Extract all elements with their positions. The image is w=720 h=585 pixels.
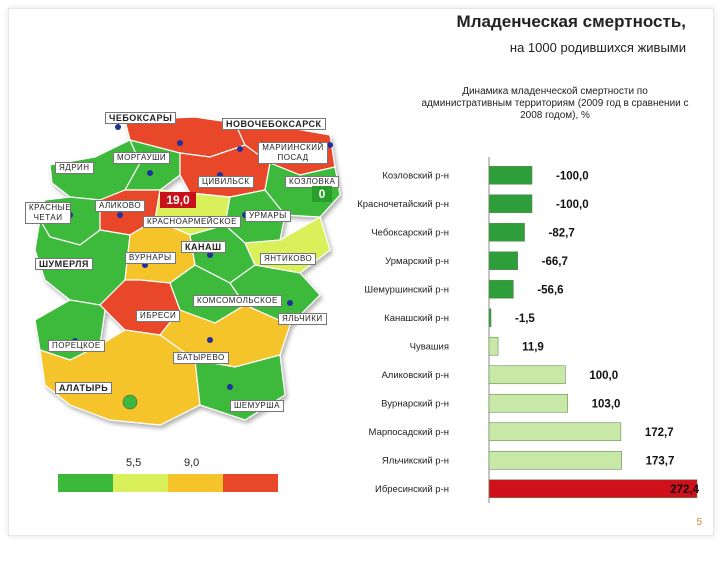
chart-bar: [488, 165, 533, 185]
legend-value-high: 9,0: [184, 457, 200, 469]
legend-swatch-1: [58, 474, 113, 492]
slide-subtitle: на 1000 родившихся живыми: [509, 40, 686, 55]
slide-frame: [8, 8, 714, 536]
legend-swatch-4: [223, 474, 278, 492]
kozlovka-value-badge: 0: [312, 186, 332, 202]
label-batyrevo: БАТЫРЕВО: [173, 352, 229, 364]
chart-value-label: 272,4: [670, 484, 699, 496]
label-shumerlya: ШУМЕРЛЯ: [35, 258, 93, 270]
chart-category-label: Канашский р-н: [384, 313, 449, 324]
chart-value-label: 100,0: [589, 370, 618, 382]
chart-value-label: -56,6: [537, 284, 563, 296]
chart-bar: [488, 251, 518, 271]
bar-chart: Козловский р-н -100,0 Красночетайский р-н -…: [357, 157, 700, 503]
chart-value-label: 103,0: [592, 398, 621, 410]
chart-value-label: 11,9: [522, 341, 544, 353]
slide-title: Младенческая смертность,: [456, 12, 686, 31]
tsivilsk-value-badge: 19,0: [160, 192, 196, 208]
label-vurnary: ВУРНАРЫ: [125, 252, 176, 264]
chart-bar: [488, 222, 525, 242]
slide: Младенческая смертность, на 1000 родивши…: [8, 8, 714, 536]
chart-value-label: -66,7: [542, 256, 568, 268]
chart-bar: [488, 365, 566, 385]
alatyr-city-marker: [122, 394, 138, 410]
chart-value-label: -100,0: [556, 170, 589, 182]
chart-category-label: Козловский р-н: [382, 170, 449, 181]
chart-category-label: Шемуршинский р-н: [364, 284, 449, 295]
legend-value-low: 5,5: [126, 457, 142, 469]
label-yalchiki: ЯЛЬЧИКИ: [278, 313, 327, 325]
label-krasnye-chetai: КРАСНЫЕ ЧЕТАИ: [25, 202, 71, 224]
label-yadrin: ЯДРИН: [55, 162, 94, 174]
chart-value-label: -100,0: [556, 199, 589, 211]
chart-category-label: Чувашия: [410, 341, 449, 352]
chart-bar: [488, 479, 698, 499]
chart-category-label: Марпосадский р-н: [369, 427, 449, 438]
label-komsomolskoe: КОМСОМОЛЬСКОЕ: [193, 295, 282, 307]
label-krasnoarmeyskoe: КРАСНОАРМЕЙСКОЕ: [143, 216, 241, 228]
chart-bar: [488, 393, 568, 413]
label-yantikovo: ЯНТИКОВО: [260, 253, 317, 265]
chart-category-label: Вурнарский р-н: [381, 398, 449, 409]
chart-value-label: 172,7: [645, 427, 674, 439]
legend-swatch-2: [113, 474, 168, 492]
chart-category-label: Чебоксарский р-н: [371, 227, 449, 238]
label-poretskoe: ПОРЕЦКОЕ: [48, 340, 105, 352]
label-novocheboksarsk: НОВОЧЕБОКСАРСК: [222, 118, 326, 130]
map-legend-bar: [58, 474, 278, 492]
chart-category-label: Аликовский р-н: [381, 370, 449, 381]
label-alikovo: АЛИКОВО: [95, 200, 146, 212]
label-tsivilsk: ЦИВИЛЬСК: [198, 176, 254, 188]
label-alatyr: АЛАТЫРЬ: [55, 382, 113, 394]
legend-swatch-3: [168, 474, 223, 492]
label-urmary: УРМАРЫ: [245, 210, 291, 222]
chart-value-label: 173,7: [646, 455, 675, 467]
chart-bar: [488, 450, 622, 470]
chart-value-label: -82,7: [549, 227, 575, 239]
chart-category-label: Урмарский р-н: [385, 256, 449, 267]
label-kanash: КАНАШ: [181, 241, 226, 253]
chart-value-label: -1,5: [515, 313, 535, 325]
chart-bar: [488, 336, 499, 356]
label-mariinsky-posad: МАРИИНСКИЙ ПОСАД: [258, 142, 328, 164]
chart-category-label: Яльчикский р-н: [382, 455, 449, 466]
chart-category-label: Красночетайский р-н: [357, 199, 449, 210]
chart-bar: [488, 279, 514, 299]
chart-bar: [488, 194, 533, 214]
chart-category-label: Ибресинский р-н: [375, 484, 449, 495]
chart-bar: [488, 422, 622, 442]
label-shemursha: ШЕМУРША: [230, 400, 284, 412]
page-number: 5: [696, 517, 702, 528]
chart-bar: [488, 308, 492, 328]
label-morgaushi: МОРГАУШИ: [113, 152, 171, 164]
label-cheboksary: ЧЕБОКСАРЫ: [105, 112, 177, 124]
label-ibresi: ИБРЕСИ: [136, 310, 181, 322]
chart-title: Динамика младенческой смертности по адми…: [421, 86, 689, 121]
